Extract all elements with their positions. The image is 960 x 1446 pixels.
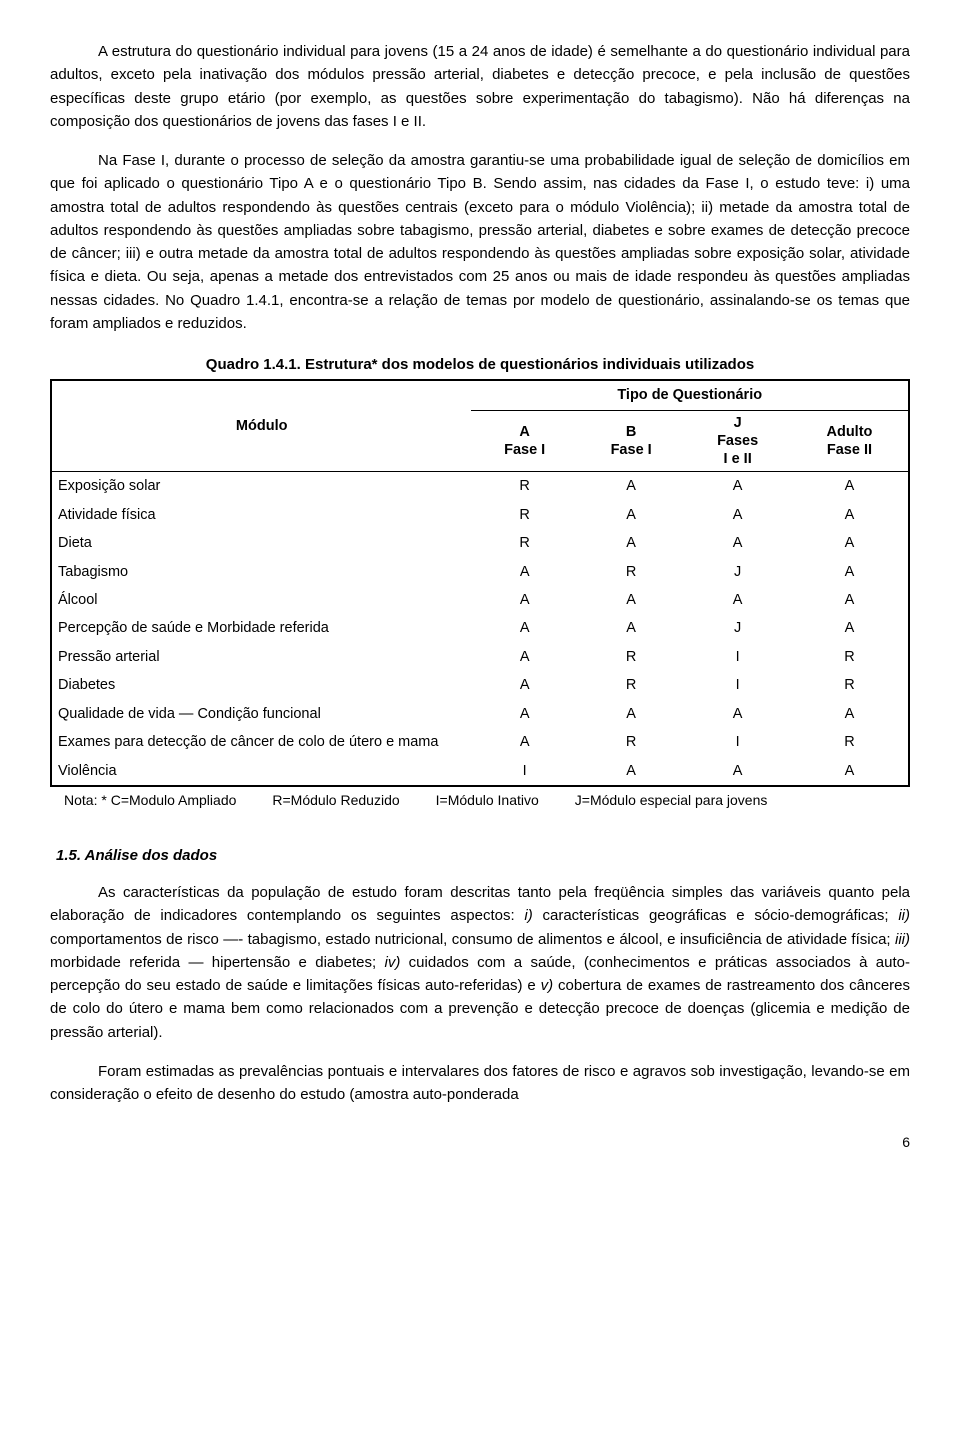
row-label: Qualidade de vida — Condição funcional [51,700,471,728]
cell-value: A [791,757,909,786]
cell-value: A [471,614,577,642]
cell-value: A [578,586,684,614]
cell-value: J [684,558,791,586]
cell-value: A [791,700,909,728]
table-row: Exames para detecção de câncer de colo d… [51,728,909,756]
cell-value: A [684,757,791,786]
cell-value: R [578,728,684,756]
row-label: Atividade física [51,501,471,529]
questionnaire-table: Módulo Tipo de Questionário AFase IBFase… [50,379,910,787]
cell-value: R [791,671,909,699]
cell-value: A [471,671,577,699]
table-legend: Nota: * C=Modulo Ampliado R=Módulo Reduz… [64,790,910,812]
cell-value: A [471,558,577,586]
table-row: Atividade físicaRAAA [51,501,909,529]
table-row: ÁlcoolAAAA [51,586,909,614]
cell-value: A [791,501,909,529]
row-label: Pressão arterial [51,643,471,671]
paragraph-1: A estrutura do questionário individual p… [50,40,910,133]
row-label: Violência [51,757,471,786]
paragraph-4: Foram estimadas as prevalências pontuais… [50,1060,910,1107]
table-row: TabagismoARJA [51,558,909,586]
table-row: ViolênciaIAAA [51,757,909,786]
cell-value: A [684,700,791,728]
row-label: Exposição solar [51,472,471,501]
cell-value: A [471,728,577,756]
table-row: Exposição solarRAAA [51,472,909,501]
row-label: Percepção de saúde e Morbidade referida [51,614,471,642]
table-row: Percepção de saúde e Morbidade referidaA… [51,614,909,642]
cell-value: I [684,728,791,756]
table-row: Qualidade de vida — Condição funcionalAA… [51,700,909,728]
cell-value: A [684,501,791,529]
cell-value: R [578,643,684,671]
cell-value: A [791,558,909,586]
cell-value: A [578,700,684,728]
cell-value: I [471,757,577,786]
cell-value: A [471,643,577,671]
col-header-2: JFasesI e II [684,410,791,471]
cell-value: R [471,529,577,557]
row-label: Álcool [51,586,471,614]
col-header-1: BFase I [578,410,684,471]
table-row: Pressão arterialARIR [51,643,909,671]
cell-value: A [684,529,791,557]
row-label: Tabagismo [51,558,471,586]
cell-value: A [791,529,909,557]
table-title: Quadro 1.4.1. Estrutura* dos modelos de … [50,353,910,376]
section-heading: 1.5. Análise dos dados [56,844,910,867]
paragraph-2: Na Fase I, durante o processo de seleção… [50,149,910,335]
table-row: DiabetesARIR [51,671,909,699]
cell-value: R [791,728,909,756]
cell-value: A [471,586,577,614]
cell-value: R [578,558,684,586]
cell-value: A [684,586,791,614]
cell-value: I [684,643,791,671]
table-row: DietaRAAA [51,529,909,557]
cell-value: R [578,671,684,699]
page-number: 6 [50,1132,910,1154]
cell-value: A [791,614,909,642]
row-label: Dieta [51,529,471,557]
cell-value: A [578,501,684,529]
cell-value: A [578,614,684,642]
cell-value: A [684,472,791,501]
row-label: Exames para detecção de câncer de colo d… [51,728,471,756]
cell-value: I [684,671,791,699]
cell-value: R [791,643,909,671]
col-header-module: Módulo [51,380,471,471]
cell-value: R [471,501,577,529]
cell-value: A [471,700,577,728]
col-header-group: Tipo de Questionário [471,380,909,410]
col-header-0: AFase I [471,410,577,471]
cell-value: A [578,529,684,557]
cell-value: A [791,586,909,614]
paragraph-3: As características da população de estud… [50,881,910,1044]
cell-value: J [684,614,791,642]
col-header-3: AdultoFase II [791,410,909,471]
row-label: Diabetes [51,671,471,699]
cell-value: R [471,472,577,501]
cell-value: A [578,472,684,501]
cell-value: A [791,472,909,501]
cell-value: A [578,757,684,786]
